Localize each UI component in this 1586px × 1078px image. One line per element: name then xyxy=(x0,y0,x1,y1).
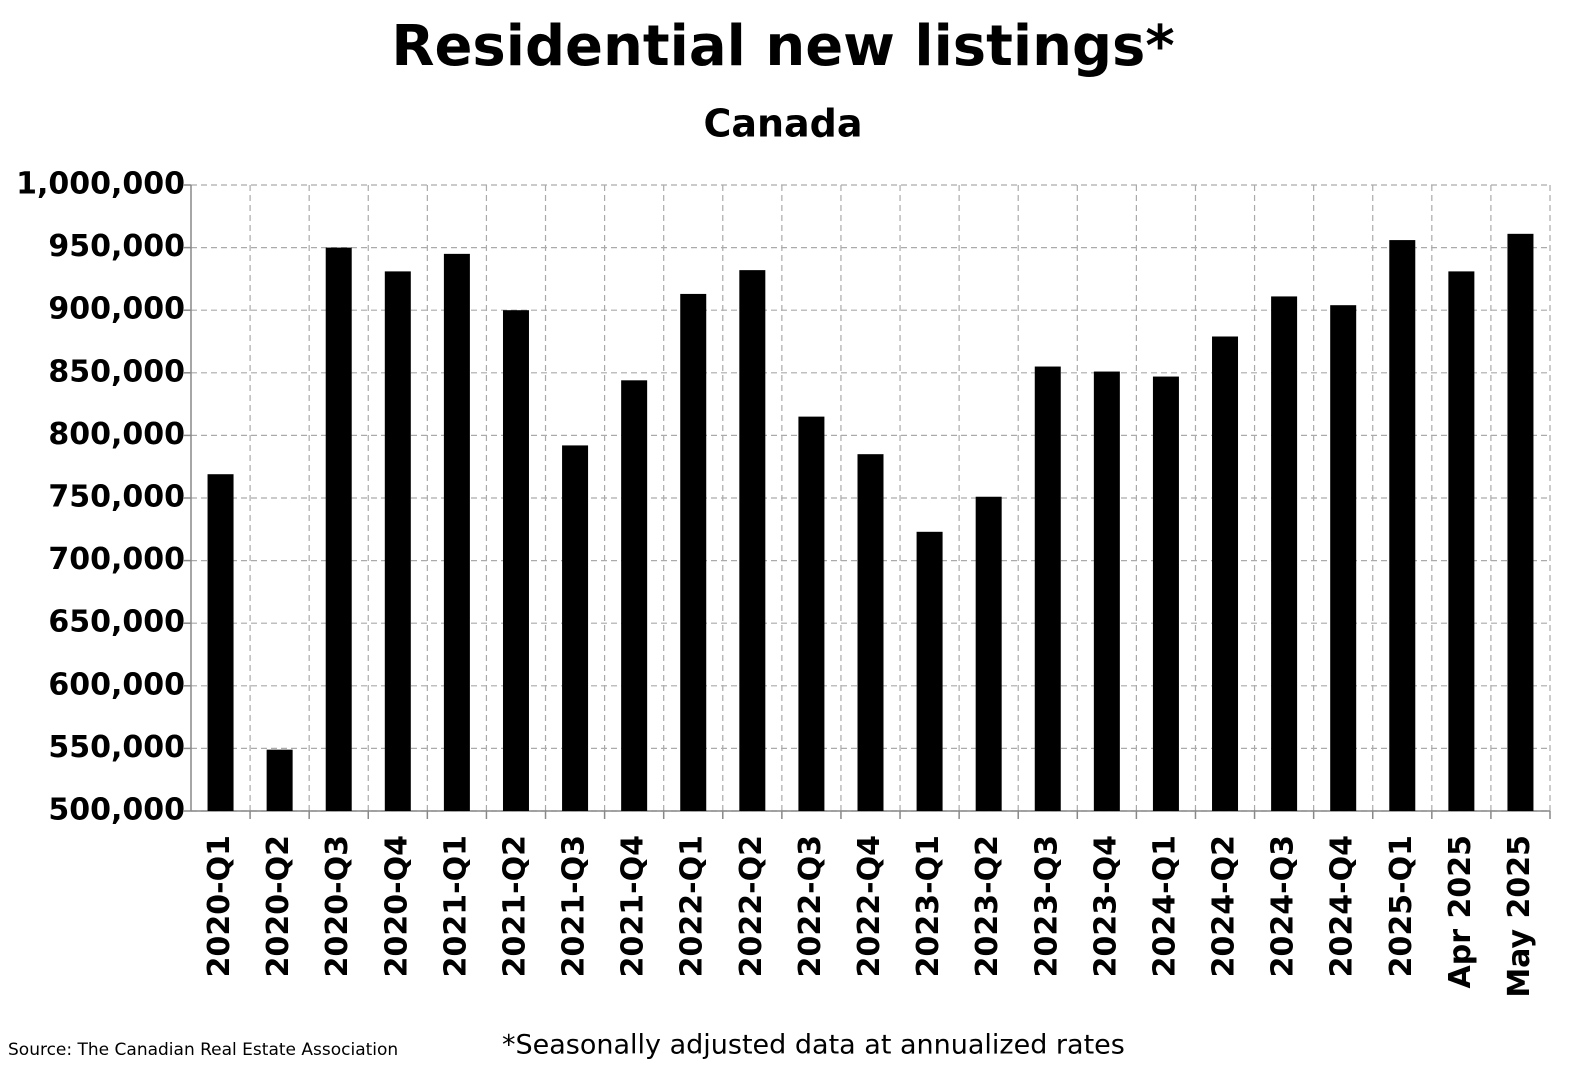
bar xyxy=(1271,296,1298,812)
bar xyxy=(1330,305,1357,811)
x-tick-label: 2022-Q4 xyxy=(852,835,887,977)
bar xyxy=(207,474,234,811)
y-tick-label: 950,000 xyxy=(48,229,185,264)
y-tick-label: 800,000 xyxy=(48,417,185,452)
bar xyxy=(621,380,648,811)
x-tick-label: 2020-Q4 xyxy=(379,835,414,977)
x-tick-label: 2024-Q3 xyxy=(1266,835,1301,977)
bar xyxy=(384,271,411,811)
y-tick-label: 650,000 xyxy=(48,605,185,640)
bar xyxy=(798,416,825,811)
bar xyxy=(266,749,293,811)
x-tick-label: 2020-Q1 xyxy=(202,835,237,977)
bar xyxy=(502,310,529,811)
x-tick-label: 2020-Q3 xyxy=(320,835,355,977)
bar xyxy=(916,531,943,811)
y-tick-label: 850,000 xyxy=(48,354,185,389)
x-tick-label: 2021-Q1 xyxy=(438,835,473,977)
y-tick-label: 500,000 xyxy=(48,793,185,828)
chart-subtitle: Canada xyxy=(703,102,862,146)
y-tick-label: 750,000 xyxy=(48,480,185,515)
x-tick-label: 2025-Q1 xyxy=(1384,835,1419,977)
bar xyxy=(325,247,352,812)
bar xyxy=(443,253,470,812)
y-tick-label: 1,000,000 xyxy=(16,167,185,202)
y-tick-label: 700,000 xyxy=(48,542,185,577)
bar xyxy=(975,496,1002,811)
bar xyxy=(562,445,589,811)
x-tick-label: 2023-Q4 xyxy=(1088,835,1123,977)
x-tick-label: 2022-Q2 xyxy=(734,835,769,977)
x-tick-label: 2024-Q1 xyxy=(1147,835,1182,977)
x-tick-label: 2023-Q2 xyxy=(970,835,1005,977)
x-tick-label: Apr 2025 xyxy=(1443,835,1478,988)
bar xyxy=(1152,376,1179,811)
x-tick-label: 2024-Q2 xyxy=(1207,835,1242,977)
bar xyxy=(857,454,884,811)
x-tick-label: 2023-Q3 xyxy=(1029,835,1064,977)
x-tick-label: 2023-Q1 xyxy=(911,835,946,977)
x-tick-label: 2022-Q3 xyxy=(793,835,828,977)
x-tick-label: May 2025 xyxy=(1502,835,1537,998)
x-tick-label: 2021-Q3 xyxy=(557,835,592,977)
footnote: *Seasonally adjusted data at annualized … xyxy=(502,1030,1125,1061)
x-tick-label: 2022-Q1 xyxy=(675,835,710,977)
bar xyxy=(1093,371,1120,811)
bar xyxy=(1507,233,1534,811)
x-tick-label: 2021-Q2 xyxy=(497,835,532,977)
y-tick-label: 550,000 xyxy=(48,730,185,765)
chart-title: Residential new listings* xyxy=(391,14,1174,79)
x-tick-label: 2021-Q4 xyxy=(616,835,651,977)
x-tick-label: 2024-Q4 xyxy=(1325,835,1360,977)
bar xyxy=(1389,240,1416,811)
bar xyxy=(739,270,766,811)
bar xyxy=(1212,336,1239,811)
source: Source: The Canadian Real Estate Associa… xyxy=(8,1040,398,1060)
y-tick-label: 600,000 xyxy=(48,667,185,702)
y-tick-label: 900,000 xyxy=(48,292,185,327)
bar xyxy=(680,293,707,811)
x-tick-label: 2020-Q2 xyxy=(261,835,296,977)
bar xyxy=(1448,271,1475,811)
bar xyxy=(1034,366,1061,811)
